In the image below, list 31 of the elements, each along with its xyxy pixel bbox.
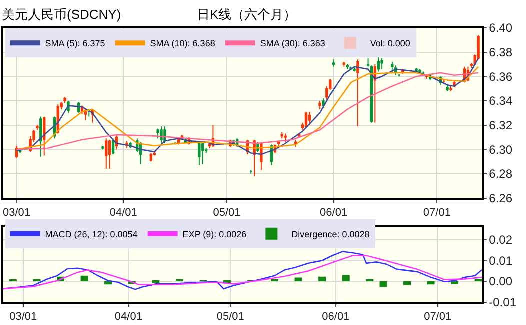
x-tick-label: 04/01	[114, 311, 142, 324]
legend-label: EXP (9): 0.0026	[182, 229, 247, 240]
y-tick-label: 6.36	[489, 70, 513, 84]
y-tick-label: 6.26	[489, 191, 513, 206]
legend-label: SMA (5): 6.375	[45, 38, 106, 49]
y-tick-label: -0.01	[489, 295, 517, 310]
chart-subtitle: 日K线（六个月）	[197, 7, 297, 22]
legend-label: Vol: 0.000	[370, 38, 410, 49]
y-tick-label: 0.00	[489, 274, 513, 289]
legend-label: SMA (30): 6.363	[260, 38, 326, 49]
x-tick-label: 05/01	[216, 311, 244, 324]
legend-label: SMA (10): 6.368	[150, 38, 216, 49]
chart-title: 美元人民币(SDCNY)	[2, 7, 122, 22]
x-tick-label: 03/01	[3, 207, 31, 220]
y-tick-label: 6.34	[489, 94, 513, 108]
y-tick-label: 6.38	[489, 45, 513, 60]
x-tick-label: 06/01	[322, 311, 350, 324]
x-tick-label: 07/01	[424, 311, 452, 324]
y-tick-label: 6.28	[489, 167, 513, 182]
y-tick-label: 6.40	[489, 21, 513, 36]
y-tick-label: 6.32	[489, 118, 513, 132]
x-tick-label: 05/01	[213, 207, 241, 220]
y-tick-label: 6.30	[489, 142, 513, 157]
x-tick-label: 04/01	[110, 207, 138, 220]
x-tick-label: 03/01	[10, 311, 38, 324]
x-tick-label: 06/01	[320, 207, 348, 220]
legend-label: MACD (26, 12): 0.0054	[45, 229, 138, 240]
legend-label: Divergence: 0.0028	[292, 229, 370, 240]
x-tick-label: 07/01	[423, 207, 451, 220]
y-tick-label: 0.01	[489, 254, 513, 268]
y-tick-label: 0.02	[489, 233, 513, 248]
